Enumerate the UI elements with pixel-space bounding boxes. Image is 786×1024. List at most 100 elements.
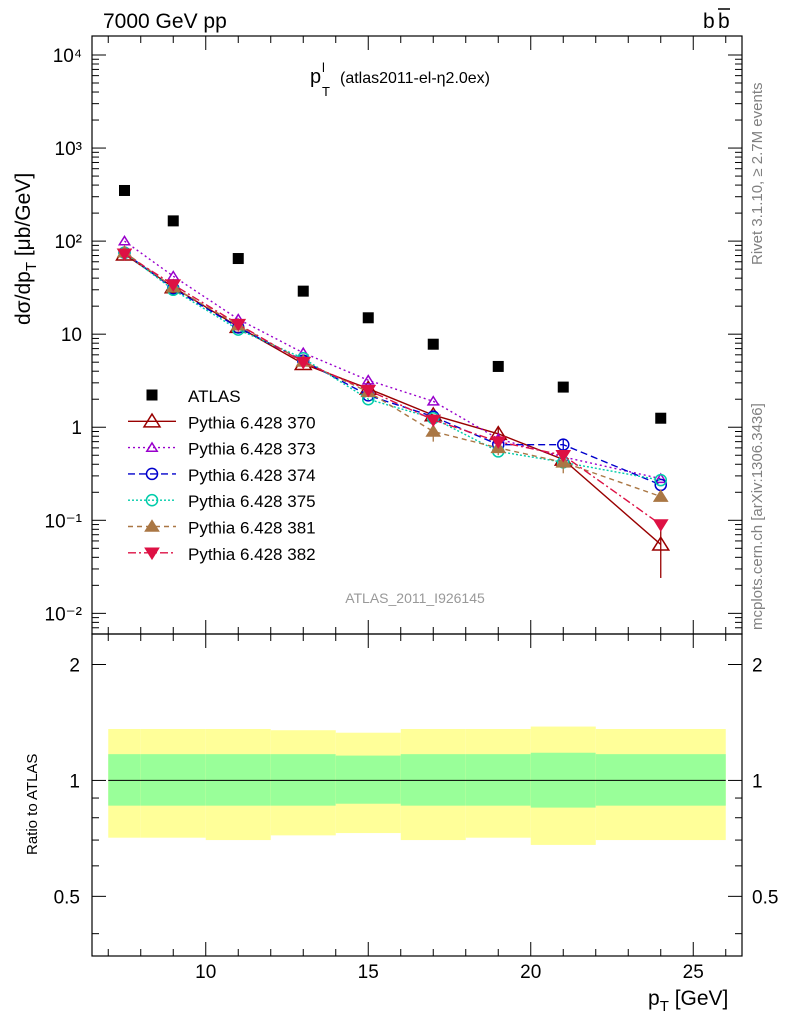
series-marker [555, 449, 572, 463]
legend: ATLAS Pythia 6.428 370 Pythia 6.428 373 Pyt… [128, 387, 316, 564]
ratio-axes: 10 15 20 25 0.5 0.5 1 1 2 2 [54, 633, 778, 983]
legend-label: ATLAS [188, 387, 241, 406]
y-tick-label: 10⁴ [53, 46, 82, 67]
series-line [124, 252, 661, 481]
ratio-y-tick-label-left: 2 [69, 655, 80, 676]
x-tick-label: 20 [520, 962, 541, 983]
data-marker [427, 338, 439, 350]
series-marker [295, 356, 312, 370]
series-line [124, 251, 661, 498]
ratio-band-inner [270, 754, 336, 806]
data-layer [119, 184, 667, 424]
series-marker [142, 412, 162, 428]
y-axis-label-a: dσ/dp [12, 271, 35, 325]
legend-entry-5: Pythia 6.428 381 [128, 519, 316, 538]
x-axis-label-sub: T [660, 998, 669, 1015]
series-marker [651, 535, 671, 551]
ratio-band-inner [400, 754, 466, 806]
series-marker [654, 473, 668, 487]
ratio-band-inner [595, 754, 726, 806]
series-line [124, 252, 662, 486]
x-axis-label-a: p [648, 987, 660, 1010]
ratio-band-inner [335, 755, 401, 804]
ratio-bands [108, 726, 726, 845]
header-final-state-b: b [703, 10, 715, 33]
data-marker [297, 285, 309, 297]
series-marker [490, 436, 507, 449]
x-axis-label-b: [GeV] [669, 987, 729, 1010]
x-tick-label: 10 [195, 962, 216, 983]
x-tick-label: 25 [683, 962, 704, 983]
data-marker [655, 412, 667, 424]
series-marker [230, 318, 247, 332]
data-marker [232, 253, 244, 265]
ratio-frame [91, 633, 743, 957]
y-axis-label: dσ/dpT [μb/GeV] [12, 173, 40, 325]
y-tick-label: 10³ [55, 139, 82, 160]
legend-entry-6: Pythia 6.428 382 [128, 545, 316, 564]
legend-label: Pythia 6.428 375 [188, 492, 316, 511]
legend-label: Pythia 6.428 382 [188, 545, 316, 564]
legend-label: Pythia 6.428 374 [188, 466, 316, 485]
y-tick-label: 10⁻¹ [45, 511, 83, 532]
ratio-y-tick-label-right: 2 [752, 655, 763, 676]
legend-entry-atlas: ATLAS [146, 387, 241, 406]
legend-entry-1: Pythia 6.428 370 [128, 412, 316, 432]
plot-title-sub: T [322, 84, 330, 99]
series-5 [116, 244, 669, 502]
data-marker [119, 184, 130, 196]
y-tick-label: 10⁻² [45, 604, 83, 625]
series-marker [145, 467, 159, 481]
legend-label: Pythia 6.428 370 [188, 413, 316, 432]
series-6 [116, 248, 669, 532]
side-mcplots-label: mcplots.cern.ch [arXiv:1306.3436] [749, 403, 766, 630]
series-marker [116, 248, 133, 262]
ratio-y-tick-label-right: 0.5 [752, 887, 778, 908]
y-axis-label-sub: T [23, 262, 40, 271]
side-rivet-label: Rivet 3.1.10, ≥ 2.7M events [749, 83, 766, 266]
ratio-band-inner [465, 754, 531, 806]
ratio-y-axis-label: Ratio to ATLAS [24, 754, 41, 855]
ratio-band-inner [140, 754, 206, 806]
series-marker [145, 493, 159, 507]
plot-title: p l T (atlas2011-el-η2.0ex) [310, 60, 490, 99]
series-marker [652, 519, 669, 532]
series-marker [425, 414, 442, 428]
data-marker [492, 360, 504, 372]
series-marker [426, 395, 440, 406]
y-tick-label: 10² [55, 232, 82, 253]
series-marker [654, 472, 668, 484]
data-marker [167, 215, 179, 227]
plot-title-rest: (atlas2011-el-η2.0ex) [340, 70, 490, 87]
series-marker [652, 489, 669, 502]
header-process: 7000 GeV pp [103, 10, 227, 33]
header-final-state-bbar: b [718, 10, 730, 33]
legend-label: Pythia 6.428 373 [188, 440, 316, 459]
x-tick-label: 15 [358, 962, 379, 983]
legend-entry-2: Pythia 6.428 373 [128, 440, 316, 459]
plot-title-main: p [310, 66, 321, 88]
ratio-band-inner [108, 754, 141, 806]
data-marker [557, 381, 569, 393]
analysis-watermark: ATLAS_2011_I926145 [345, 590, 485, 606]
data-marker [146, 389, 158, 401]
series-marker [165, 279, 182, 292]
y-tick-label: 1 [71, 418, 82, 439]
data-marker [362, 312, 374, 324]
y-axis-label-b: [μb/GeV] [12, 173, 35, 262]
header-final-state: b b [703, 8, 730, 33]
legend-entry-3: Pythia 6.428 374 [128, 466, 316, 485]
series-marker [144, 547, 160, 561]
plot-title-sup: l [322, 60, 325, 75]
ratio-y-tick-label-left: 0.5 [54, 887, 80, 908]
ratio-y-tick-label-left: 1 [69, 771, 80, 792]
ratio-band-inner [205, 754, 271, 806]
legend-label: Pythia 6.428 381 [188, 519, 316, 538]
series-marker [144, 519, 160, 532]
legend-entry-4: Pythia 6.428 375 [128, 492, 316, 511]
series-marker [117, 235, 132, 246]
series-marker [361, 374, 375, 385]
ratio-y-tick-label-right: 1 [752, 771, 763, 792]
series-marker [145, 441, 159, 452]
